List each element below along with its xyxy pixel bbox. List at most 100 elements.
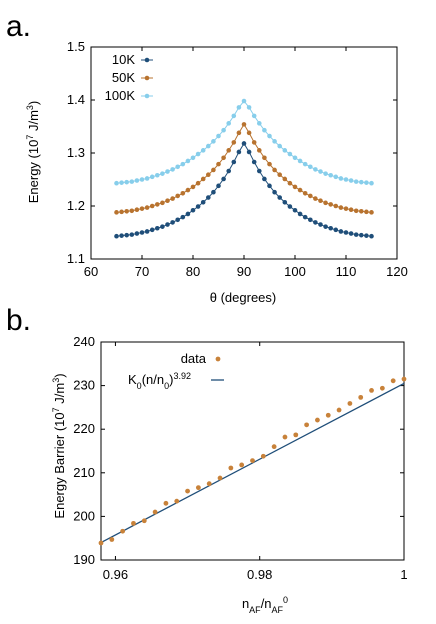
data-point-50K [246, 130, 252, 136]
x-tick-label: 100 [284, 264, 306, 279]
data-point-10K [200, 199, 206, 205]
data-point [174, 498, 180, 504]
data-point-10K [338, 229, 344, 234]
data-point [217, 475, 223, 481]
x-tick-label: 0.98 [247, 567, 272, 582]
data-point-50K [195, 180, 201, 186]
data-point [250, 458, 255, 463]
data-point [336, 407, 342, 413]
data-point-10K [272, 189, 277, 195]
data-point-100K [175, 164, 180, 170]
data-point-100K [144, 176, 150, 181]
data-point-50K [206, 172, 211, 178]
data-point-50K [353, 208, 359, 214]
data-point-100K [272, 139, 277, 144]
data-point-100K [262, 127, 267, 133]
data-point-100K [333, 174, 339, 180]
data-point-100K [287, 151, 293, 157]
data-point [325, 412, 331, 418]
y-tick-label: 1.2 [67, 198, 85, 213]
y-tick-label: 200 [73, 508, 95, 523]
chart-a-y-axis-label: Energy (107 J/m3) [25, 101, 41, 204]
panel-b-label: b. [6, 304, 31, 337]
data-point-10K [257, 168, 262, 174]
data-point [195, 485, 201, 491]
data-point-100K [359, 179, 364, 185]
data-point-10K [190, 207, 196, 213]
data-point-50K [267, 161, 272, 167]
data-point-10K [302, 214, 308, 220]
data-point-50K [119, 209, 124, 215]
data-point-100K [180, 161, 186, 167]
data-point-100K [190, 155, 196, 161]
data-point-100K [216, 133, 221, 139]
data-point-10K [139, 230, 145, 235]
data-point-100K [206, 143, 211, 149]
data-point-10K [297, 211, 303, 217]
data-point-100K [343, 177, 349, 182]
data-point-10K [246, 149, 252, 155]
data-point-100K [318, 169, 323, 174]
data-point-100K [134, 178, 140, 183]
data-point-10K [287, 204, 293, 209]
data-point-50K [180, 190, 186, 196]
data-point-50K [262, 155, 267, 161]
data-point-100K [119, 180, 124, 185]
data-point-100K [369, 180, 374, 186]
data-point-10K [165, 222, 170, 227]
data-point-10K [195, 204, 201, 209]
data-point-50K [313, 196, 318, 201]
data-point-10K [364, 233, 369, 238]
data-point [206, 481, 212, 487]
data-point-50K [216, 161, 221, 167]
data-point-50K [226, 148, 231, 153]
data-point-50K [302, 190, 308, 196]
data-point-50K [155, 202, 160, 207]
data-point-50K [190, 184, 196, 190]
data-point-100K [231, 113, 237, 119]
data-point-50K [134, 207, 140, 213]
series-line-10K [116, 142, 372, 237]
data-point-50K [359, 209, 364, 214]
energy-barrier-chart: 0.96 0.98 1 190 200 210 220 230 240 data [73, 334, 407, 582]
legend-data-label: data [181, 351, 207, 366]
data-point-100K [195, 151, 201, 157]
data-point-10K [119, 233, 124, 238]
y-tick-label: 1.5 [67, 39, 85, 54]
data-point [109, 537, 115, 542]
energy-vs-angle-chart: 60 70 80 90 100 110 120 1.1 1.2 1.3 1.4 1.5 10K 50K 10… [67, 39, 408, 279]
data-point [358, 394, 364, 400]
data-point-50K [124, 209, 129, 214]
data-point [379, 385, 385, 391]
data-point-50K [221, 155, 226, 161]
data-point-100K [226, 121, 231, 126]
data-point-10K [333, 227, 339, 233]
data-point [228, 465, 234, 471]
data-point-50K [348, 207, 354, 213]
data-point-100K [257, 121, 262, 126]
data-point [293, 432, 299, 438]
data-point-10K [277, 195, 283, 200]
data-point-10K [369, 233, 374, 239]
x-tick-label: 60 [84, 264, 98, 279]
data-point-100K [348, 178, 354, 183]
legend-label: 10K [112, 52, 135, 67]
data-point-50K [277, 172, 283, 178]
data-point-50K [175, 193, 180, 199]
data-point [369, 387, 374, 393]
data-point-10K [185, 211, 191, 217]
data-point-100K [114, 180, 119, 186]
data-point-50K [251, 140, 257, 145]
y-tick-label: 1.3 [67, 145, 85, 160]
data-point-50K [328, 202, 334, 207]
data-point-50K [323, 200, 328, 206]
data-point-100K [292, 155, 298, 161]
data-point-100K [277, 143, 283, 149]
x-tick-label: 120 [386, 264, 408, 279]
legend-label: 50K [112, 70, 135, 85]
data-point-100K [149, 174, 155, 180]
data-point-50K [333, 203, 339, 209]
data-point [390, 378, 396, 384]
data-point-10K [308, 217, 313, 223]
